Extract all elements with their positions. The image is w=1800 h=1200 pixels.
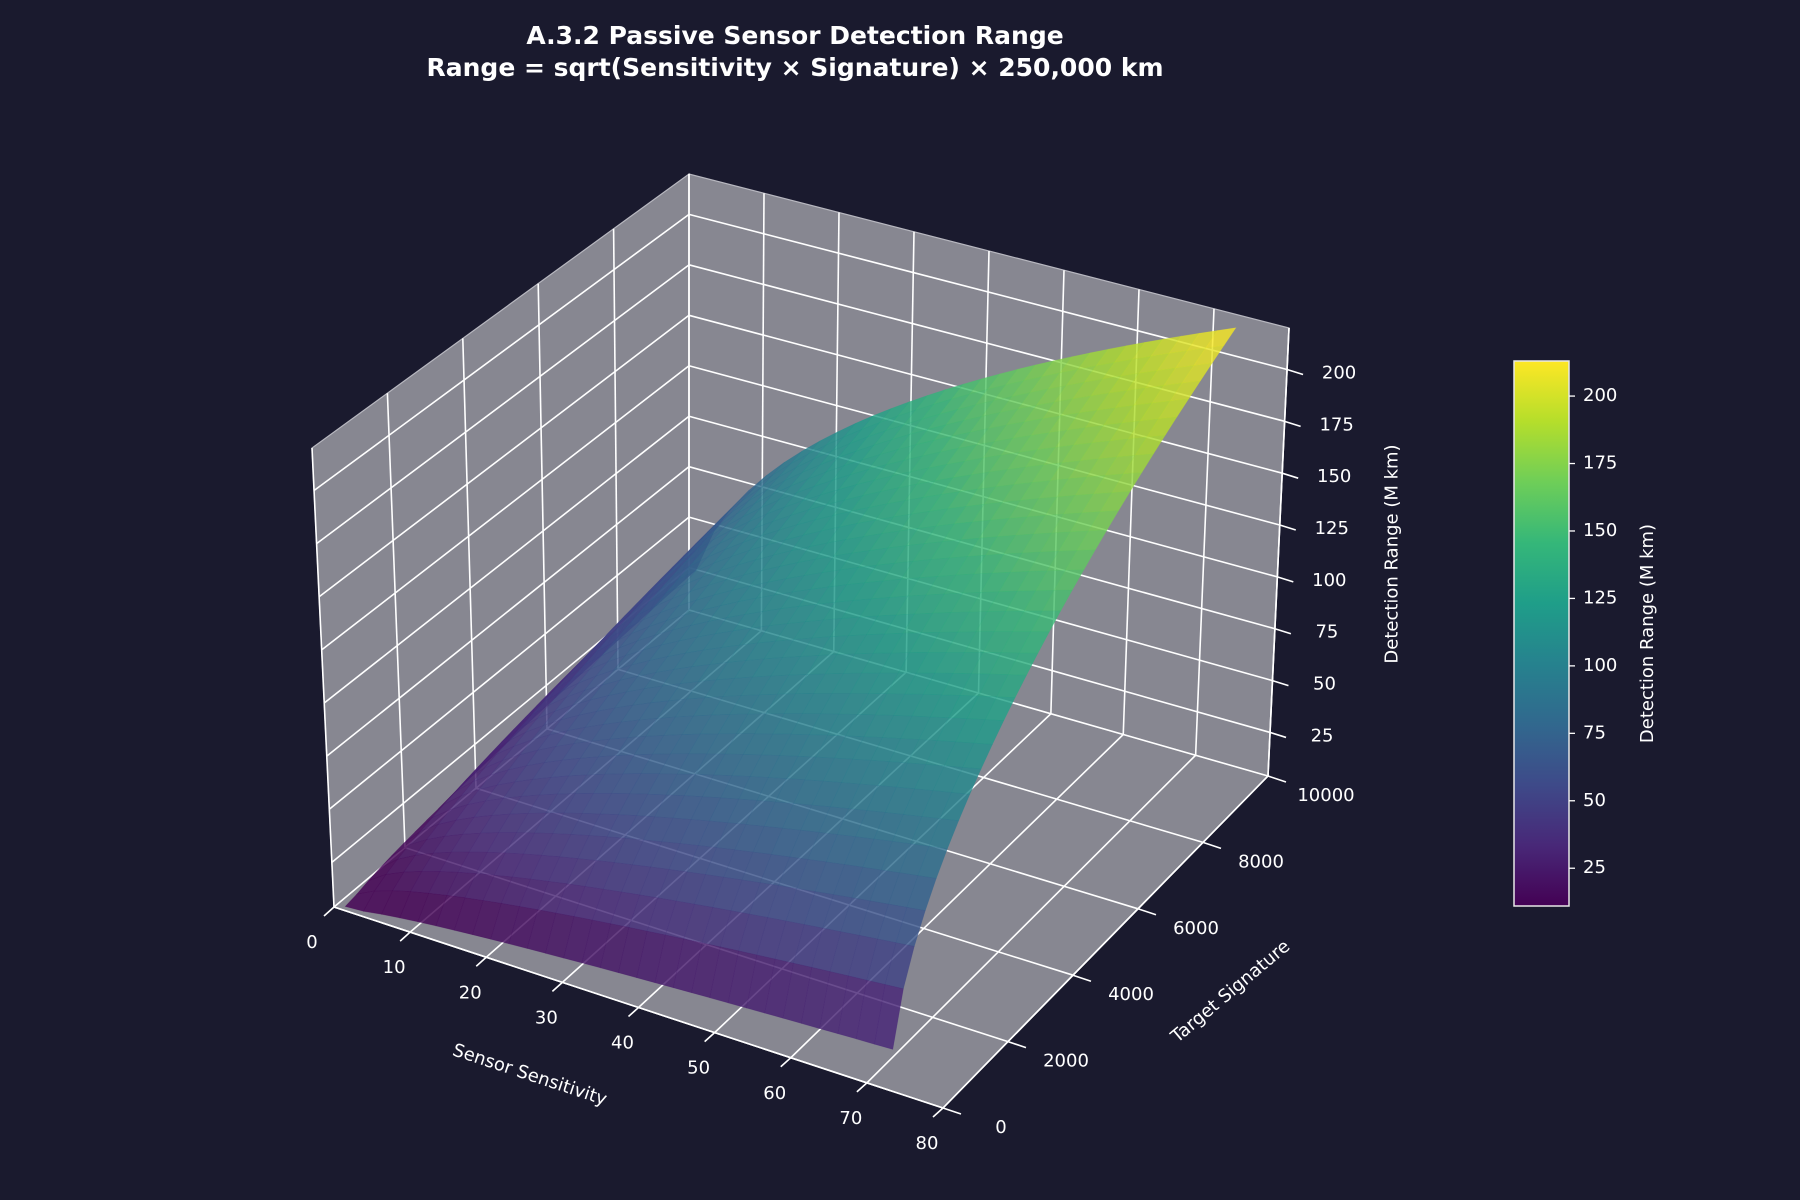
colorbar-gradient [1513, 360, 1570, 907]
x-tick-label: 40 [611, 1033, 634, 1054]
x-tick-label: 70 [839, 1108, 862, 1129]
chart-title: A.3.2 Passive Sensor Detection Range [526, 21, 1064, 50]
z-tick-label: 175 [1319, 414, 1353, 435]
colorbar-tick-label: 125 [1583, 587, 1617, 608]
colorbar: 25 50 75 100 125 150 175 200 Detection Range (M … [1513, 360, 1658, 907]
y-tick-label: 0 [995, 1117, 1006, 1138]
y-axis-label: Target Signature [1166, 936, 1294, 1048]
colorbar-tick-label: 200 [1583, 385, 1617, 406]
colorbar-label: Detection Range (M km) [1637, 524, 1658, 743]
x-tick-label: 50 [687, 1058, 710, 1079]
z-tick-label: 125 [1315, 518, 1349, 539]
surface [344, 327, 1237, 1050]
x-axis-label: Sensor Sensitivity [450, 1040, 610, 1111]
colorbar-tick-label: 175 [1583, 453, 1617, 474]
x-tick-label: 20 [459, 982, 482, 1003]
x-tick-label: 10 [383, 957, 406, 978]
z-tick-label: 50 [1313, 674, 1336, 695]
x-tick-label: 60 [763, 1083, 786, 1104]
z-tick-label: 75 [1315, 622, 1338, 643]
y-tick-label: 10000 [1297, 785, 1354, 806]
z-tick-label: 200 [1322, 362, 1356, 383]
x-tick-label: 0 [306, 932, 317, 953]
colorbar-tick-label: 25 [1583, 857, 1606, 878]
x-tick-label: 80 [916, 1133, 939, 1154]
y-tick-label: 8000 [1238, 851, 1284, 872]
z-tick-label: 150 [1317, 466, 1351, 487]
chart-subtitle: Range = sqrt(Sensitivity × Signature) × … [426, 53, 1164, 82]
z-tick-label: 25 [1311, 725, 1334, 746]
y-tick-label: 2000 [1043, 1051, 1089, 1072]
y-tick-label: 6000 [1173, 918, 1219, 939]
y-tick-label: 4000 [1108, 984, 1154, 1005]
x-tick-label: 30 [535, 1007, 558, 1028]
z-tick-label: 100 [1312, 570, 1346, 591]
colorbar-tick-label: 50 [1583, 790, 1606, 811]
colorbar-tick-label: 75 [1583, 722, 1606, 743]
colorbar-tick-label: 100 [1583, 655, 1617, 676]
z-axis-label: Detection Range (M km) [1382, 444, 1403, 663]
colorbar-tick-label: 150 [1583, 520, 1617, 541]
